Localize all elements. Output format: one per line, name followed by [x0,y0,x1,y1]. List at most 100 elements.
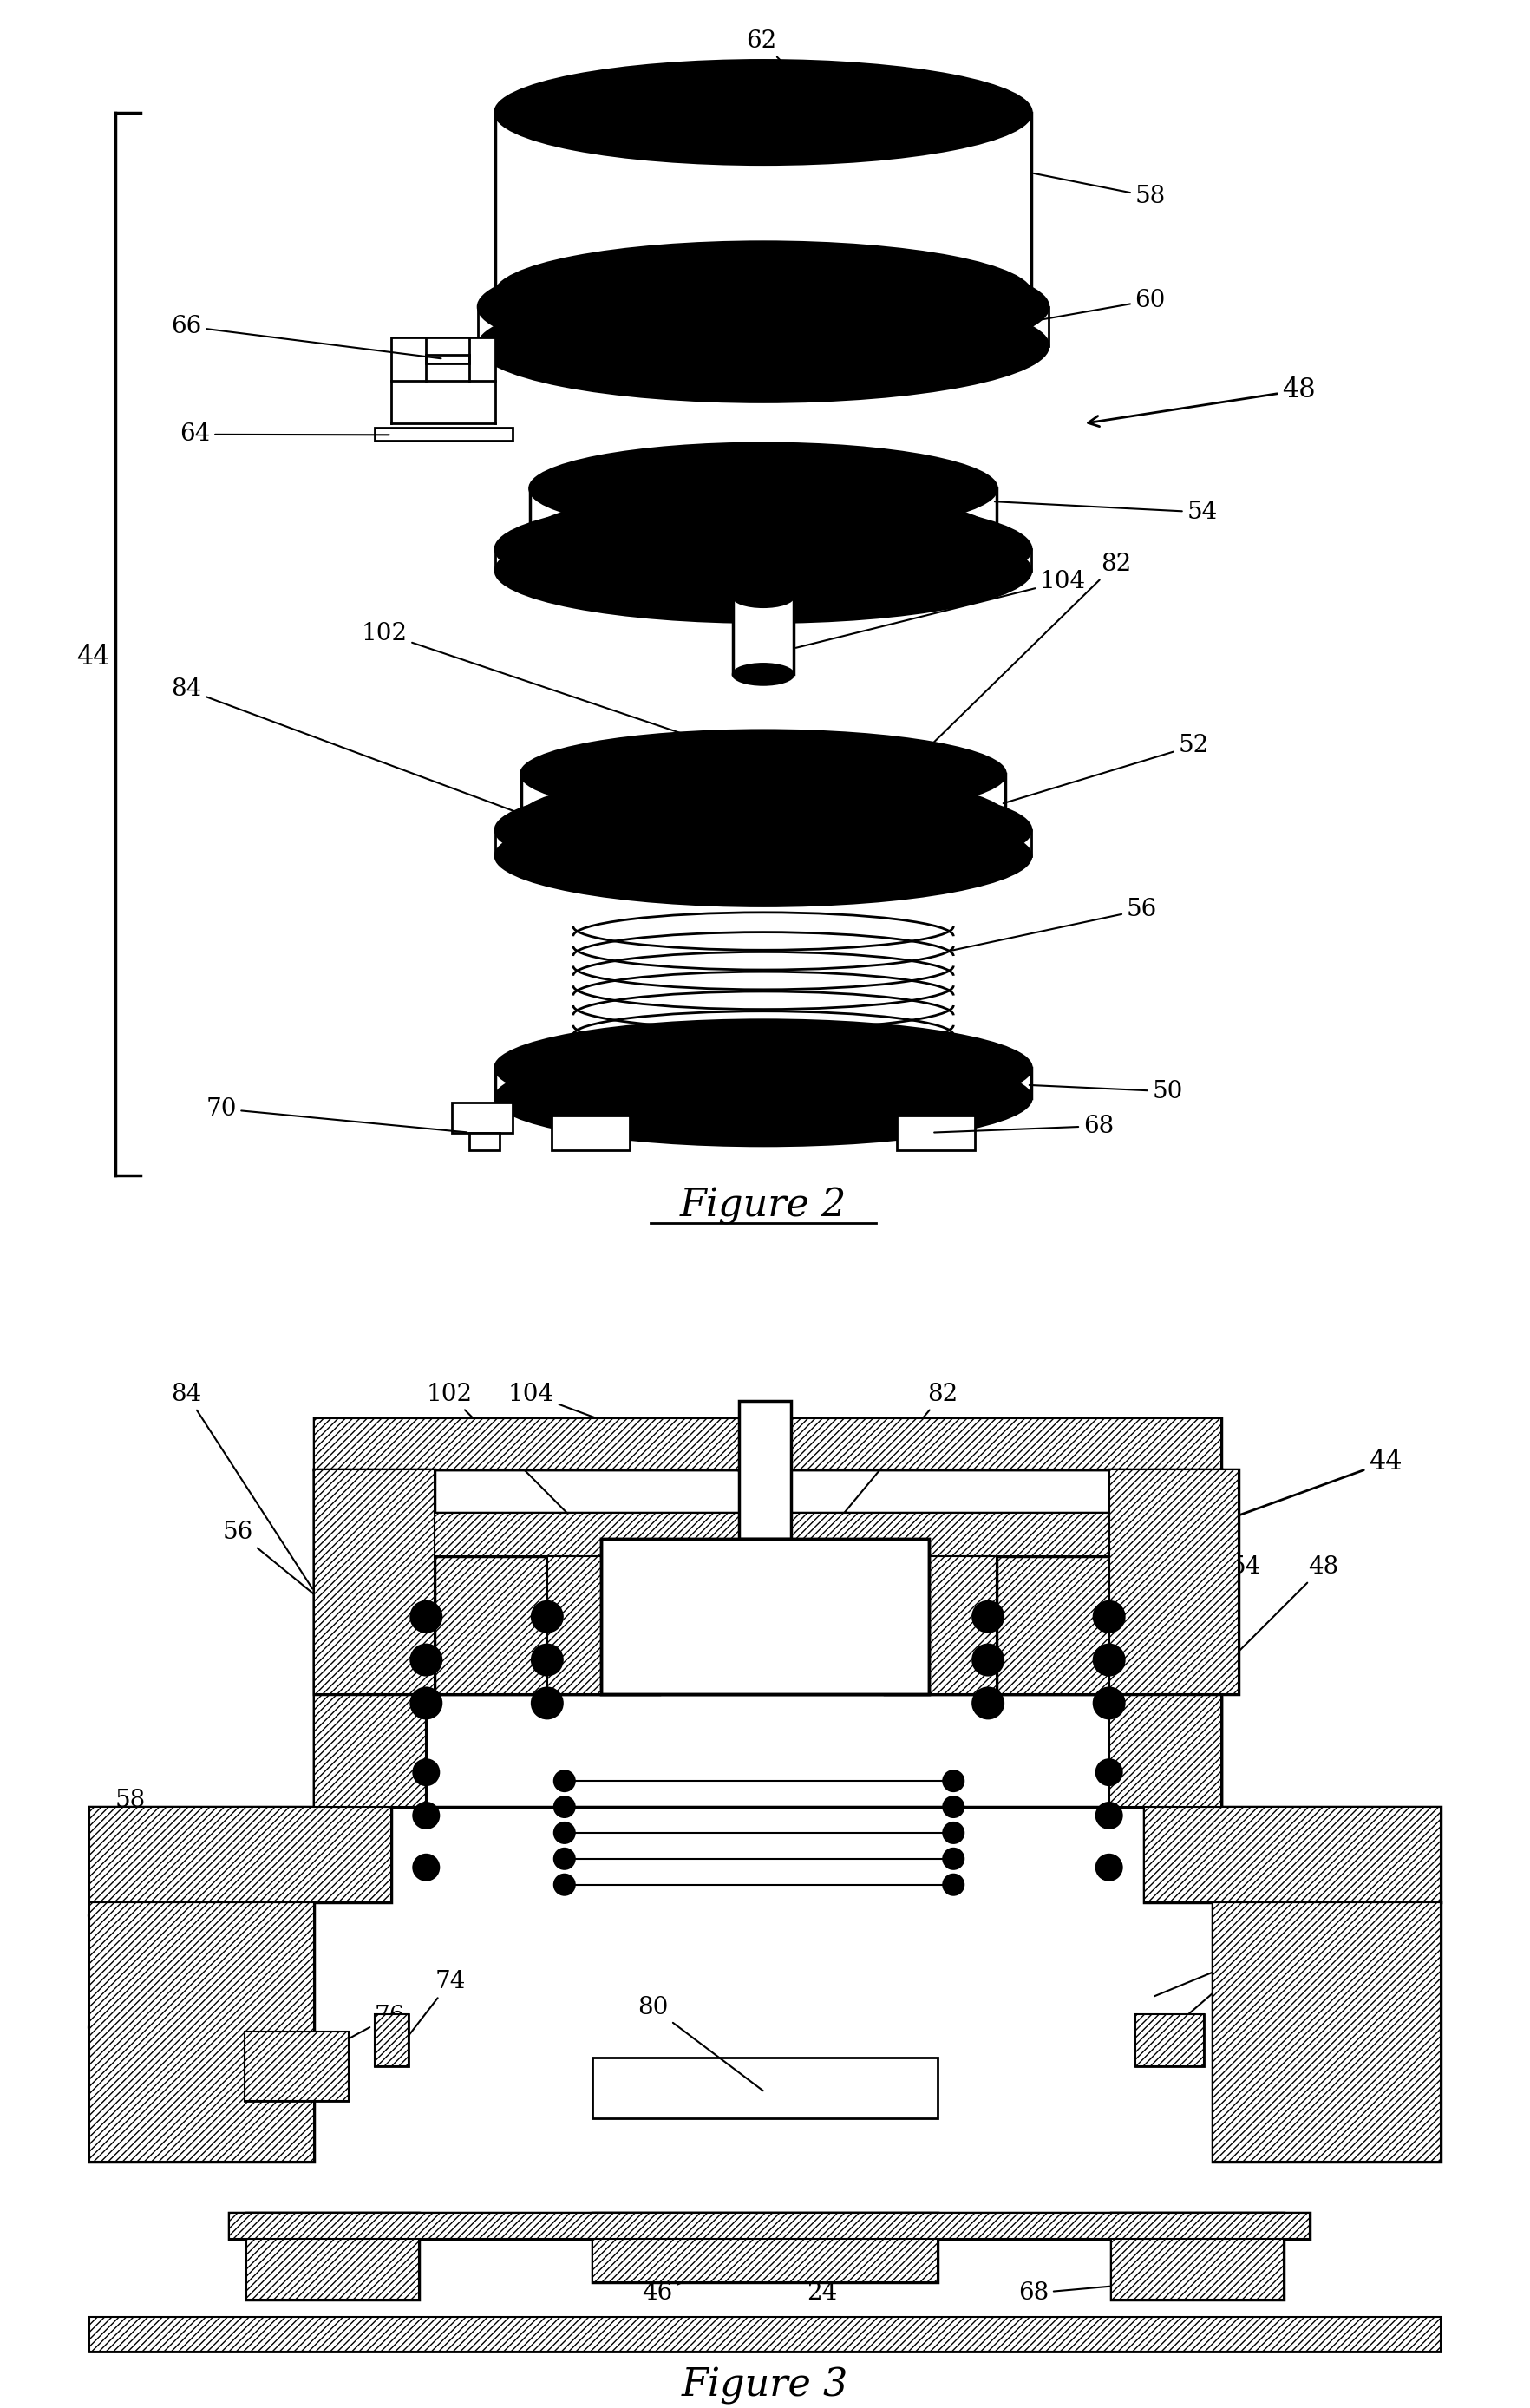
Text: 82: 82 [809,1382,958,1553]
Ellipse shape [477,289,1048,402]
Text: 82: 82 [900,551,1131,775]
Text: 56: 56 [952,898,1157,951]
Ellipse shape [716,763,811,785]
Ellipse shape [973,1601,1004,1633]
Ellipse shape [554,1849,575,1869]
Bar [375,429,513,441]
Text: 54: 54 [1111,1556,1261,1693]
Bar [592,2213,938,2283]
Text: 70: 70 [205,1098,467,1132]
Bar [297,2032,349,2056]
Text: 68: 68 [1019,2280,1152,2304]
Text: 62: 62 [747,29,788,67]
Text: 48: 48 [1112,1556,1339,1777]
Text: 70: 70 [1155,1941,1278,1996]
Text: 58: 58 [115,1789,174,1852]
Bar [375,2015,409,2066]
Bar [89,2316,1441,2353]
Ellipse shape [1095,1804,1121,1828]
Text: 102: 102 [427,1382,659,1606]
Ellipse shape [413,1760,439,1784]
Bar [1109,1469,1239,1695]
Text: 48: 48 [1088,378,1316,426]
Ellipse shape [554,1770,575,1792]
Text: 54: 54 [995,501,1218,525]
Bar [245,2032,349,2100]
Ellipse shape [942,1823,964,1842]
Text: 52: 52 [1111,1469,1226,1640]
Ellipse shape [1094,1601,1125,1633]
Text: 104: 104 [508,1382,780,1486]
Bar [1109,1469,1239,1695]
Text: Figure 2: Figure 2 [679,1187,846,1226]
Text: 72: 72 [266,2280,415,2304]
Ellipse shape [496,243,1031,347]
Text: 32: 32 [1258,2059,1330,2158]
Ellipse shape [942,1873,964,1895]
Bar [548,1556,659,1695]
Ellipse shape [531,1645,563,1676]
Bar [89,2316,1441,2353]
Bar [246,2213,419,2300]
Ellipse shape [529,443,996,535]
Ellipse shape [973,1645,1004,1676]
Bar [246,2213,419,2300]
Bar [1109,1469,1221,1806]
Ellipse shape [410,1645,442,1676]
Ellipse shape [1095,1854,1121,1881]
Ellipse shape [554,1796,575,1818]
Bar [314,1418,1221,1469]
Ellipse shape [529,491,996,580]
Ellipse shape [496,60,1031,164]
Bar [1111,2213,1284,2300]
Bar [551,1115,629,1151]
Bar [592,2213,938,2283]
Text: 56: 56 [223,1522,424,1683]
Bar [1143,1806,1441,1902]
Bar [897,1115,975,1151]
Bar [548,1556,659,1695]
Ellipse shape [554,1873,575,1895]
Ellipse shape [1094,1645,1125,1676]
Bar [427,1556,548,1695]
Bar [89,1806,392,1902]
Bar [314,1469,435,1695]
Bar [392,337,496,380]
Bar [375,2015,409,2066]
Bar [245,2032,349,2100]
Bar [427,1512,1109,1556]
Bar [314,1469,435,1695]
Ellipse shape [973,1688,1004,1719]
Ellipse shape [522,730,1005,816]
Ellipse shape [410,1688,442,1719]
Text: 52: 52 [1004,734,1209,804]
Bar [89,1902,314,2162]
Bar [1213,1902,1441,2162]
Text: 24: 24 [806,2232,837,2304]
Bar [1111,2213,1284,2300]
Ellipse shape [496,1021,1031,1115]
Text: 68: 68 [935,1115,1114,1137]
Bar [229,2213,1310,2239]
Ellipse shape [496,496,1031,602]
Bar [739,1401,791,1539]
Text: 74: 74 [393,1970,465,2056]
Text: 66: 66 [84,1905,243,2073]
Text: 50: 50 [1180,1926,1291,2020]
Bar [451,1103,513,1132]
Text: 64: 64 [84,2018,132,2117]
Ellipse shape [496,780,1031,879]
Ellipse shape [413,1854,439,1881]
Bar [314,1469,427,1806]
Bar [1109,1469,1221,1806]
Text: 44: 44 [76,643,110,669]
Bar [427,1512,1109,1556]
Ellipse shape [496,518,1031,624]
Ellipse shape [574,75,953,149]
Ellipse shape [942,1770,964,1792]
Ellipse shape [591,455,936,520]
Bar [644,1582,886,1669]
Bar [229,2213,1310,2239]
Bar [470,1132,500,1151]
Bar [988,1556,1109,1695]
